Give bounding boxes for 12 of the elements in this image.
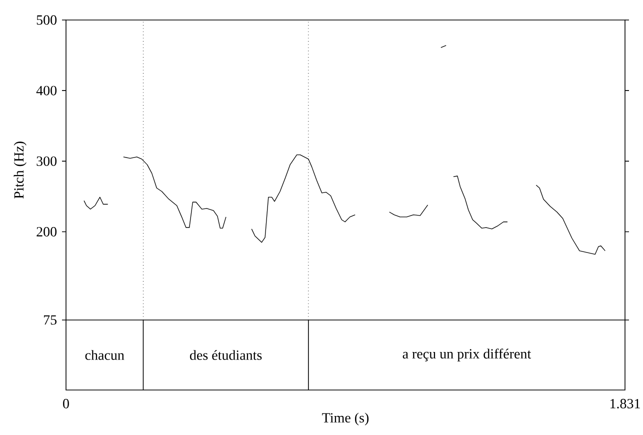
- text: a reçu un prix différent: [402, 348, 532, 362]
- y-tick-label: 400: [36, 86, 57, 96]
- y-tick-label: 200: [36, 227, 57, 236]
- text: des étudiants: [190, 350, 262, 360]
- text: chacun: [85, 350, 124, 360]
- y-tick-label: 75: [44, 315, 57, 325]
- y-axis-title: Pitch (Hz): [14, 142, 26, 199]
- y-tick-label: 500: [36, 15, 57, 25]
- x-axis-title: Time (s): [322, 412, 369, 426]
- x-tick-label: 0: [63, 398, 69, 408]
- y-tick-label: 300: [36, 156, 57, 166]
- x-tick-label: 1.831: [610, 398, 640, 408]
